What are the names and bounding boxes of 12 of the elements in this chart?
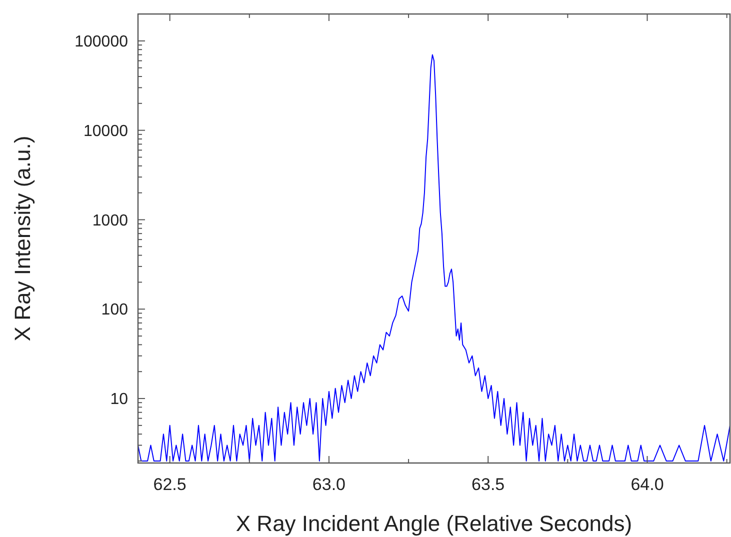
x-tick-label: 63.5 (472, 475, 505, 494)
y-tick-label: 100 (101, 302, 128, 319)
y-axis-title: X Ray Intensity (a.u.) (10, 136, 35, 342)
x-tick-label: 63.0 (312, 475, 346, 494)
y-tick-label: 10000 (84, 122, 128, 140)
y-tick-label: 1000 (92, 212, 128, 230)
x-tick-label: 62.5 (153, 475, 186, 494)
y-tick-label: 10 (110, 391, 128, 408)
x-tick-label: 64.0 (630, 475, 664, 494)
y-tick-label: 100000 (74, 34, 128, 51)
line-series (138, 54, 730, 462)
x-axis-title: X Ray Incident Angle (Relative Seconds) (236, 511, 632, 536)
